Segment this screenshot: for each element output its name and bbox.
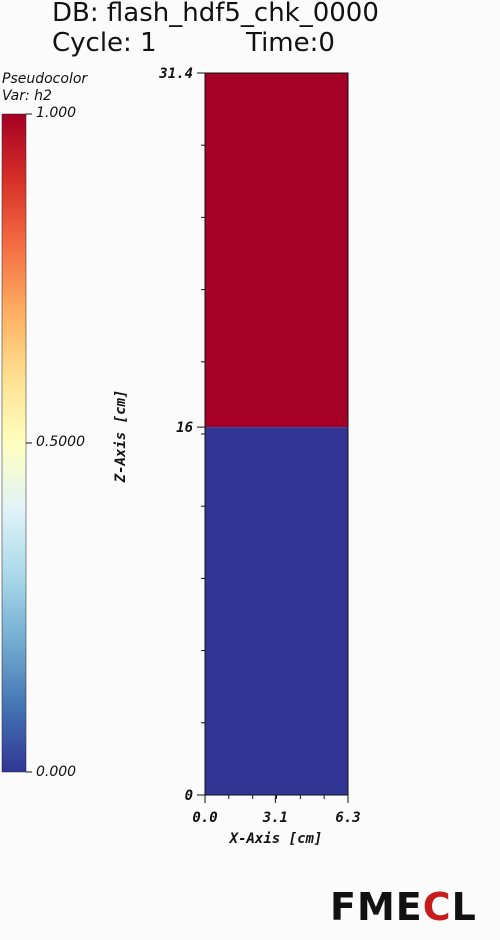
logo-text-fme: FME [330,885,423,929]
logo-text-c: C [422,885,452,929]
light-fluid-region [205,427,348,795]
z-axis-tick-label: 16 [176,420,193,436]
database-title: DB: flash_hdf5_chk_0000 [52,0,379,28]
z-axis-tick-label: 31.4 [158,66,193,82]
x-axis-label: X-Axis [cm] [229,831,323,847]
cycle-label: Cycle: 1 [52,28,157,58]
x-axis-tick-label: 3.1 [262,810,288,826]
x-axis-tick-label: 6.3 [335,810,360,826]
legend-plot-type: Pseudocolor [2,71,88,87]
z-axis-tick-label: 0 [185,788,193,804]
legend-mid-label: 0.5000 [36,434,85,450]
colorbar [1,113,27,773]
time-label: Time:0 [246,28,335,58]
logo-text-l: L [451,885,477,929]
legend-min-label: 0.000 [36,764,77,780]
legend-max-label: 1.000 [36,105,77,121]
heavy-fluid-region [205,73,348,428]
x-axis-tick-label: 0.0 [192,810,217,826]
legend-variable: Var: h2 [2,88,52,104]
z-axis-label: Z-Axis [cm] [113,390,129,484]
fmecl-logo: FMECL [330,888,477,926]
